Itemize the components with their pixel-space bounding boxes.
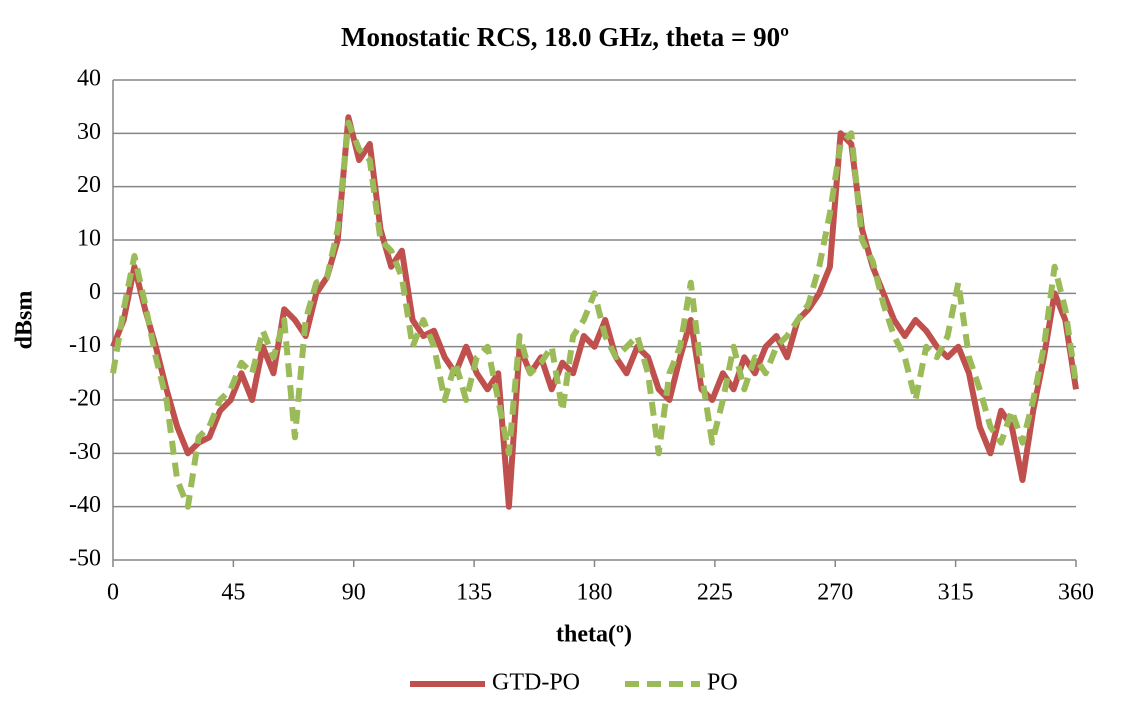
y-tick-label: 10 (77, 226, 101, 252)
x-tick-label: 315 (938, 580, 974, 606)
x-tick-label: 45 (221, 580, 245, 606)
y-tick-label: -40 (69, 492, 101, 518)
y-tick-label: -10 (69, 332, 101, 358)
x-tick-label: 180 (577, 580, 613, 606)
legend-label: PO (707, 670, 738, 696)
y-tick-label: 20 (77, 172, 101, 198)
y-tick-label: -20 (69, 386, 101, 412)
series-line (110, 119, 1079, 510)
x-tick-label: 225 (697, 580, 733, 606)
x-tick-label: 270 (817, 580, 853, 606)
y-tick-label: 0 (89, 279, 101, 305)
x-tick-label: 90 (342, 580, 366, 606)
y-tick-label: -30 (69, 439, 101, 465)
x-tick-label: 360 (1058, 580, 1094, 606)
legend-label: GTD-PO (492, 670, 580, 696)
chart-title: Monostatic RCS, 18.0 GHz, theta = 90º (341, 22, 789, 52)
x-axis-title: theta(º) (556, 622, 632, 648)
y-tick-label: -50 (69, 546, 101, 572)
x-tick-label: 0 (107, 580, 119, 606)
y-tick-label: 30 (77, 119, 101, 145)
x-tick-label: 135 (456, 580, 492, 606)
y-tick-label: 40 (77, 66, 101, 92)
series-line (110, 114, 1079, 510)
y-axis-title: dBsm (12, 291, 38, 350)
